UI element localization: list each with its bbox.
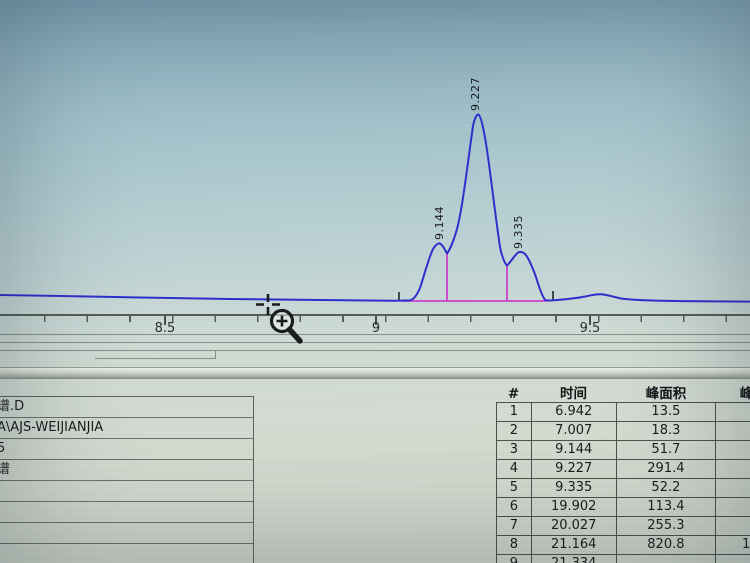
sample-info-row: [0, 523, 253, 544]
results-header-row: # 时间 峰面积 峰: [496, 387, 750, 402]
cell-time: 21.164: [531, 536, 617, 555]
cell-number: 4: [497, 460, 532, 479]
col-header-time: 时间: [560, 386, 587, 402]
sample-info-datafile: 谱.D: [0, 397, 253, 418]
cell-clipped: 1: [716, 536, 750, 555]
sample-info-row: [0, 544, 253, 563]
scrollbar-edge: [95, 358, 216, 359]
table-row: 2 7.007 18.3: [497, 422, 750, 441]
table-row: 6 19.902 113.4: [497, 498, 750, 517]
table-row: 3 9.144 51.7: [497, 441, 750, 460]
cell-time: 21.334: [532, 555, 617, 563]
cell-number: 9: [497, 555, 532, 563]
magnifier-icon: [269, 308, 303, 344]
peak-results-table: # 时间 峰面积 峰 1 6.942 13.5 2 7.007 18.3 3 9…: [496, 387, 750, 563]
cell-clipped: [716, 460, 750, 479]
x-tick-label-8-5: 8.5: [154, 321, 176, 336]
cell-number: 1: [497, 403, 532, 422]
table-row: 4 9.227 291.4: [497, 460, 750, 479]
x-axis-major-tick: [164, 316, 166, 325]
frame-line: [0, 334, 750, 335]
cell-number: 6: [497, 498, 532, 517]
cell-number: 5: [497, 479, 532, 498]
cell-time: 19.902: [531, 498, 617, 517]
sample-info-row: [0, 481, 253, 502]
cell-area: [617, 555, 717, 563]
integration-tick-marks: [398, 291, 554, 301]
sample-info-row: 谱: [0, 460, 253, 481]
integration-marks: [402, 253, 547, 302]
col-header-number: #: [507, 386, 520, 402]
cell-number: 8: [497, 536, 532, 555]
chromatogram-trace: [0, 113, 750, 303]
cell-clipped: [716, 441, 750, 460]
cell-area: 291.4: [616, 460, 717, 479]
cell-time: 6.942: [531, 403, 617, 422]
cell-area: 52.2: [616, 479, 717, 498]
cell-area: 51.7: [616, 441, 717, 460]
frame-line: [0, 342, 750, 343]
cell-clipped: [716, 479, 750, 498]
cell-time: 7.007: [531, 422, 617, 441]
frame-line: [0, 350, 750, 351]
x-axis-line: [0, 314, 750, 316]
cell-time: 20.027: [531, 517, 617, 536]
x-tick-label-9-5: 9.5: [579, 321, 601, 336]
cell-clipped: [716, 403, 750, 422]
cell-clipped: [716, 422, 750, 441]
cell-number: 7: [497, 517, 532, 536]
table-row: 5 9.335 52.2: [497, 479, 750, 498]
table-row: 7 20.027 255.3: [497, 517, 750, 536]
x-axis-major-tick: [589, 316, 591, 325]
cell-clipped: [716, 517, 750, 536]
sample-info-row: 5: [0, 439, 253, 460]
cell-time: 9.335: [531, 479, 617, 498]
cell-time: 9.144: [531, 441, 617, 460]
cell-area: 255.3: [616, 517, 717, 536]
col-header-area: 峰面积: [645, 386, 687, 402]
x-axis-major-tick: [375, 316, 377, 325]
table-row: 8 21.164 820.8 1: [497, 536, 750, 555]
cell-area: 18.3: [616, 422, 717, 441]
cell-number: 3: [497, 441, 532, 460]
peak-label-9227: 9.227: [469, 77, 482, 111]
zoom-in-cursor: [256, 294, 303, 344]
chromatogram-trace-svg: [0, 113, 750, 303]
cell-clipped: [716, 498, 750, 517]
col-header-clipped: 峰: [739, 386, 750, 402]
table-row: 9 21.334: [497, 555, 750, 563]
x-tick-label-9: 9: [371, 321, 381, 336]
sample-info-row: [0, 502, 253, 523]
cell-area: 820.8: [616, 536, 717, 555]
pane-divider[interactable]: [0, 367, 750, 379]
scrollbar-edge: [215, 350, 216, 359]
cell-area: 113.4: [616, 498, 717, 517]
cell-number: 2: [497, 422, 532, 441]
cell-time: 9.227: [531, 460, 617, 479]
results-body: 1 6.942 13.5 2 7.007 18.3 3 9.144 51.7 4…: [496, 402, 750, 563]
peak-label-9144: 9.144: [433, 206, 446, 240]
sample-info-path: A\AJS-WEIJIANJIA: [0, 418, 253, 439]
peak-label-9335: 9.335: [512, 215, 525, 249]
cell-clipped: [716, 555, 750, 563]
cell-area: 13.5: [616, 403, 717, 422]
crosshair-icon: [256, 294, 280, 315]
table-row: 1 6.942 13.5: [497, 403, 750, 422]
sample-info-pane: 谱.D A\AJS-WEIJIANJIA 5 谱: [0, 396, 254, 563]
